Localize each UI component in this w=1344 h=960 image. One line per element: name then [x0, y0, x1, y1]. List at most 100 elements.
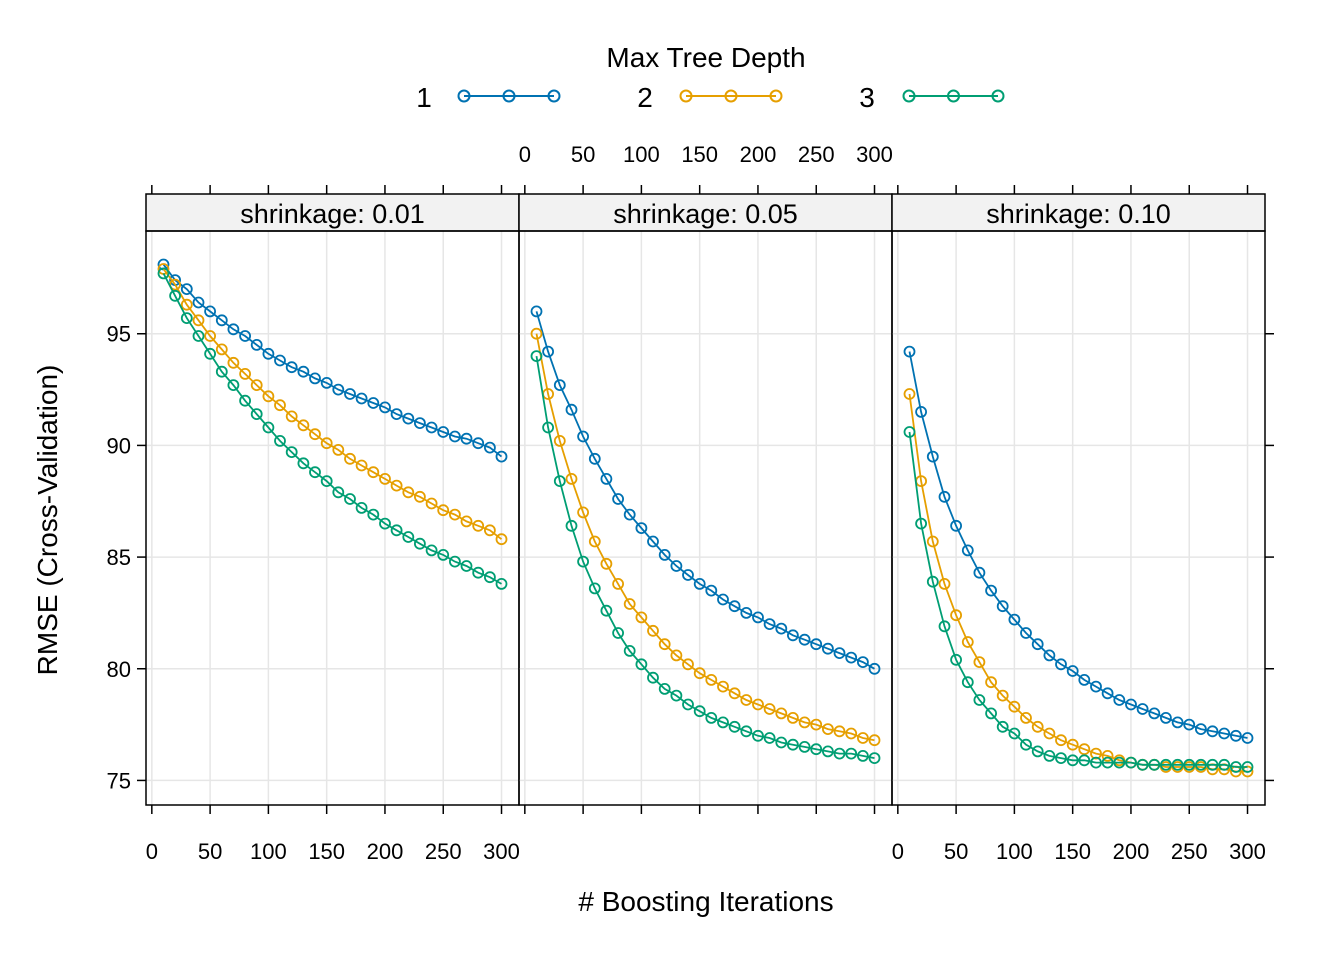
data-point: [344, 452, 356, 465]
data-point: [215, 314, 228, 327]
data-point: [763, 732, 776, 744]
x-tick-label: 250: [1171, 839, 1208, 864]
data-point: [157, 267, 170, 280]
data-point: [926, 575, 939, 588]
data-point: [798, 741, 811, 753]
data-point: [1008, 613, 1021, 626]
data-point: [239, 394, 252, 407]
data-point: [297, 457, 310, 470]
data-point: [868, 662, 881, 675]
data-point: [1148, 758, 1161, 771]
data-point: [1125, 756, 1137, 769]
data-point: [717, 680, 729, 693]
data-point: [938, 578, 951, 590]
data-point: [1113, 756, 1126, 769]
data-point: [670, 689, 683, 702]
data-point: [670, 649, 683, 662]
data-point: [1183, 718, 1196, 731]
data-point: [973, 566, 986, 579]
data-point: [623, 645, 636, 657]
data-point: [857, 656, 869, 668]
data-point: [1066, 665, 1079, 677]
data-point: [635, 522, 648, 534]
series-depth-2: [903, 388, 1254, 778]
data-point: [390, 408, 403, 421]
data-point: [262, 390, 275, 403]
data-point: [903, 426, 916, 438]
data-point: [472, 519, 485, 532]
data-point: [460, 560, 473, 572]
axes: 0 50 100 150 200 250 300 0 50 100 150 200 250 300 0 50 1…: [107, 142, 1274, 864]
x-tick-label: 100: [250, 839, 287, 864]
data-point: [868, 734, 881, 747]
strip-label: shrinkage: 0.01: [240, 199, 425, 229]
data-point: [787, 738, 799, 751]
data-point: [180, 283, 193, 296]
legend-marker: [724, 89, 738, 103]
data-point: [553, 379, 566, 392]
legend-marker: [457, 89, 471, 103]
data-point: [553, 434, 566, 447]
data-point: [448, 430, 461, 443]
data-point: [926, 535, 939, 548]
data-point: [740, 607, 753, 619]
data-point: [903, 345, 916, 358]
x-tick-label: 200: [367, 839, 404, 864]
data-point: [717, 593, 729, 606]
data-point: [973, 656, 986, 668]
data-point: [798, 716, 811, 729]
data-point: [297, 365, 310, 378]
data-point: [355, 392, 368, 405]
data-point: [390, 524, 403, 537]
data-point: [822, 745, 834, 758]
data-point: [192, 314, 205, 327]
data-point: [763, 703, 776, 715]
legend: Max Tree Depth 1 2 3: [416, 42, 1005, 113]
data-point: [833, 747, 846, 760]
data-point: [1066, 738, 1079, 751]
data-point: [810, 718, 823, 731]
data-point: [320, 376, 333, 389]
data-point: [623, 508, 636, 521]
data-point: [822, 642, 834, 655]
data-point: [390, 479, 403, 492]
data-point: [915, 517, 927, 530]
data-point: [472, 566, 485, 579]
data-point: [413, 537, 426, 550]
x-tick-label-top: 250: [798, 142, 835, 167]
data-point: [437, 426, 450, 438]
data-point: [309, 428, 321, 441]
data-point: [658, 683, 671, 695]
legend-entry-3: 3: [859, 82, 1005, 113]
data-point: [320, 475, 333, 488]
data-point: [833, 647, 846, 659]
data-point: [553, 475, 566, 488]
series-depth-1: [157, 258, 508, 463]
data-point: [1078, 754, 1091, 767]
data-point: [1031, 638, 1044, 651]
x-tick-label: 50: [944, 839, 968, 864]
data-point: [285, 446, 298, 459]
data-point: [612, 627, 624, 639]
data-point: [1195, 723, 1207, 735]
data-point: [1183, 758, 1196, 771]
data-point: [1171, 758, 1184, 771]
data-point: [1171, 716, 1184, 729]
x-tick-label: 300: [1229, 839, 1266, 864]
series-depth-3: [903, 426, 1254, 773]
data-point: [367, 397, 380, 409]
data-point: [495, 450, 508, 463]
y-tick-label: 80: [107, 657, 131, 682]
x-tick-label: 0: [892, 839, 904, 864]
data-point: [647, 535, 659, 548]
data-point: [985, 707, 997, 720]
strip-label: shrinkage: 0.10: [986, 199, 1171, 229]
x-tick-label: 300: [483, 839, 520, 864]
data-point: [810, 638, 823, 651]
x-tick-label: 250: [425, 839, 462, 864]
data-point: [658, 638, 671, 651]
data-point: [1008, 700, 1021, 713]
series-depth-3: [530, 350, 881, 764]
data-point: [658, 549, 671, 561]
